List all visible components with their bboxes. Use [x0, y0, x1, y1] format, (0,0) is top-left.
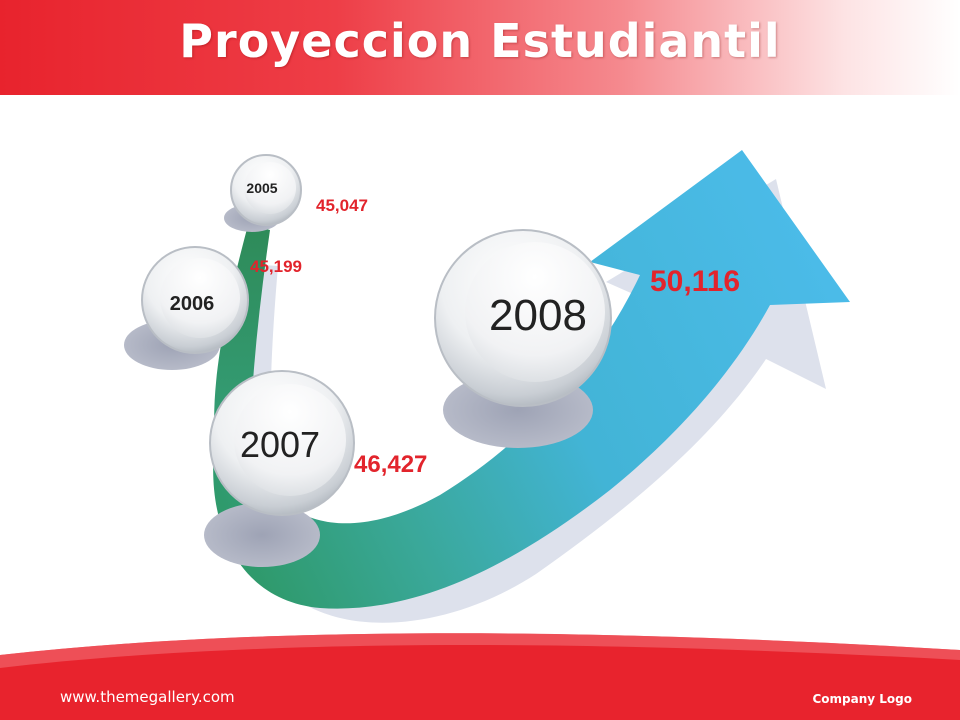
year-label-2008: 2008 — [489, 291, 587, 340]
year-ball-2006: 2006 — [124, 246, 249, 370]
ball-inner — [234, 384, 346, 496]
page-title: Proyeccion Estudiantil — [179, 14, 781, 68]
arrow-stem — [214, 225, 270, 440]
ball-inner — [244, 162, 296, 214]
ball-inner — [465, 242, 605, 382]
year-ball-2005: 2005 — [224, 154, 302, 232]
year-ball-2008: 2008 — [434, 229, 612, 448]
header-band — [0, 0, 960, 95]
growth-arrow — [213, 150, 850, 609]
footer-wave-highlight — [0, 633, 960, 668]
value-label-2006: 45,199 — [250, 257, 302, 276]
value-label-2008: 50,116 — [650, 265, 740, 298]
company-logo: Company Logo — [812, 692, 912, 706]
value-label-2007: 46,427 — [354, 451, 427, 478]
year-label-2007: 2007 — [240, 424, 320, 465]
ball-inner — [160, 258, 240, 338]
year-ball-2007: 2007 — [204, 370, 355, 567]
year-label-2006: 2006 — [170, 293, 215, 315]
year-label-2005: 2005 — [246, 180, 277, 196]
footer-url[interactable]: www.themegallery.com — [60, 688, 235, 706]
footer-wave — [0, 633, 960, 720]
ball-shadow — [204, 503, 320, 567]
value-label-2005: 45,047 — [316, 196, 368, 215]
